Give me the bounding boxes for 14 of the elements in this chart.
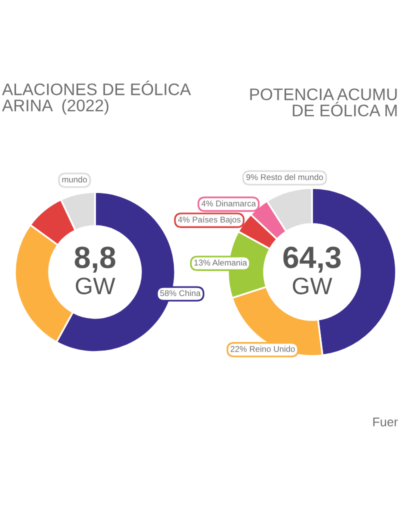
text: GW <box>76 278 116 294</box>
chart-title: POTENCIA ACUMU DE EÓLICA M <box>250 88 397 116</box>
text: GW <box>292 278 332 294</box>
text: Fuer <box>373 418 398 426</box>
slice-label: 4% Países Bajos <box>178 216 241 224</box>
chart-title: ALACIONES DE EÓLICA ARINA (2022) <box>2 80 191 115</box>
slice-label: 13% Alemania <box>194 259 248 266</box>
slice-label: 4% Dinamarca <box>201 200 256 206</box>
text: 8,8 <box>74 246 116 273</box>
slice-label: 58% China <box>160 290 201 296</box>
text: 64,3 <box>283 246 341 273</box>
slice-label: 9% Resto del mundo <box>246 174 323 180</box>
slice-label: 22% Reino Unido <box>230 346 295 352</box>
slice-label: mundo <box>62 176 87 182</box>
